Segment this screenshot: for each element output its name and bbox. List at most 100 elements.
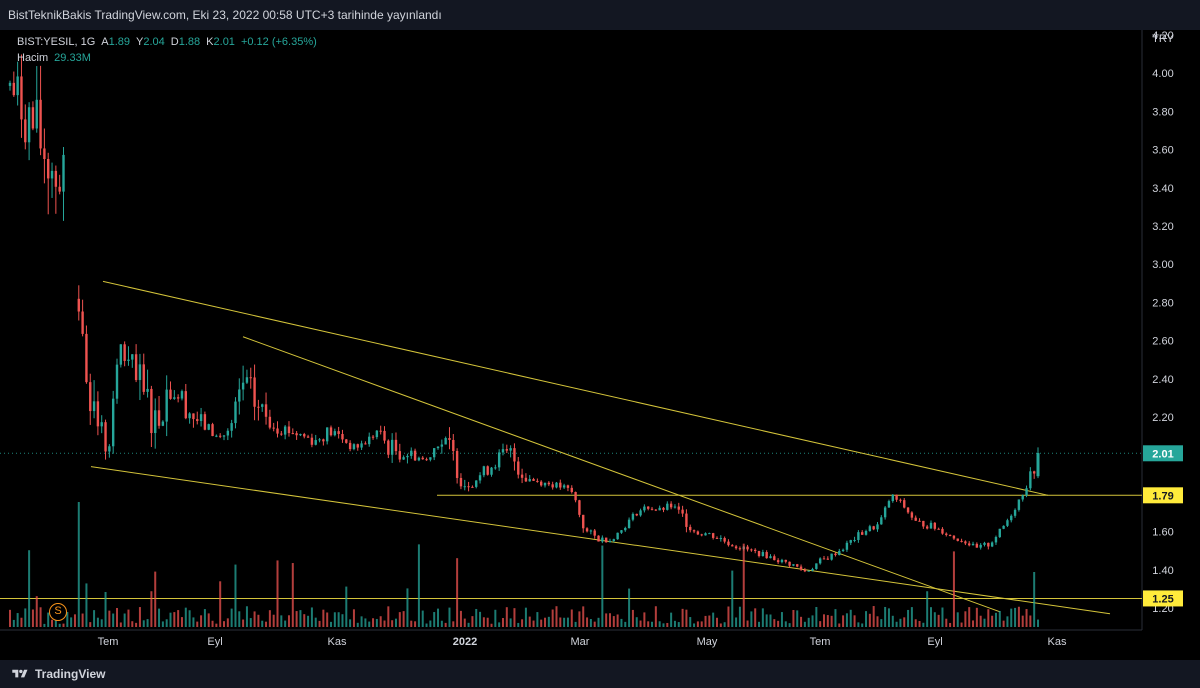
candle-body	[536, 480, 539, 482]
candle-body	[933, 522, 937, 529]
volume-bar	[505, 607, 508, 627]
candle-body	[910, 512, 914, 518]
volume-bar	[1010, 608, 1013, 627]
volume-bar	[100, 619, 103, 627]
candle-body	[150, 388, 153, 434]
tradingview-logo[interactable]: TradingView	[0, 667, 105, 681]
candle-body	[325, 427, 329, 442]
candle-body	[173, 397, 176, 399]
y-tick-label: 3.00	[1152, 259, 1173, 271]
candle-body	[494, 467, 497, 469]
last-price-label: 2.01	[1152, 448, 1173, 460]
volume-bar	[24, 608, 27, 627]
x-tick-label: May	[697, 636, 718, 648]
candle-body	[329, 427, 333, 436]
candle-body	[559, 482, 562, 488]
candle-body	[486, 466, 489, 475]
volume-bar	[597, 617, 600, 627]
candle-body	[811, 568, 814, 571]
candle-body	[547, 482, 551, 485]
volume-bar	[387, 606, 390, 627]
candle-body	[96, 401, 100, 427]
candle-body	[715, 537, 719, 539]
candle-body	[1006, 520, 1009, 526]
y-tick-label: 3.40	[1152, 183, 1173, 195]
volume-bar	[750, 611, 753, 627]
candle-body	[616, 532, 619, 540]
volume-bar	[421, 610, 424, 627]
high-value: 2.04	[143, 36, 165, 48]
chart-area[interactable]: TRY 4.20 4.00 3.80 3.60 3.40 3.20 3.00 2.80 2.60 2…	[0, 30, 1200, 660]
candle-body	[444, 438, 447, 445]
volume-bar	[112, 613, 115, 627]
volume-bar	[975, 607, 978, 627]
volume-bar	[207, 613, 210, 627]
candle-body	[692, 530, 696, 532]
candle-body	[310, 437, 314, 445]
candle-body	[85, 333, 88, 383]
volume-bar	[482, 617, 485, 627]
volume-bar	[150, 591, 153, 627]
volume-bar	[605, 613, 608, 627]
volume-bar	[345, 586, 348, 627]
candle-body	[738, 548, 742, 550]
volume-bar	[142, 620, 145, 627]
volume-bar	[116, 607, 119, 627]
candle-body	[815, 563, 818, 569]
volume-bar	[628, 588, 631, 627]
volume-bar	[73, 614, 76, 627]
volume-bar	[754, 608, 757, 627]
candle-body	[620, 530, 623, 533]
candle-body	[937, 528, 940, 530]
split-event-marker[interactable]: S	[49, 603, 67, 621]
candle-body	[272, 427, 275, 429]
candle-body	[394, 439, 398, 452]
volume-bar	[880, 619, 883, 627]
candle-body	[448, 438, 451, 440]
candle-body	[421, 457, 424, 460]
candle-body	[566, 485, 570, 488]
candle-body	[8, 82, 12, 86]
volume-bar	[265, 621, 268, 627]
volume-bar	[601, 545, 604, 627]
candle-body	[654, 509, 658, 511]
candle-body	[360, 443, 363, 448]
low-label: D	[170, 36, 179, 48]
volume-bar	[983, 618, 986, 627]
volume-bar	[945, 618, 948, 627]
volume-bar	[765, 614, 768, 627]
candle-body	[318, 439, 321, 441]
candle-body	[77, 298, 80, 312]
candle-body	[218, 435, 222, 437]
candle-body	[822, 558, 826, 560]
volume-bar	[356, 622, 359, 627]
volume-bar	[272, 614, 275, 627]
candle-body	[929, 522, 933, 529]
volume-bar	[952, 551, 955, 627]
candle-body	[417, 457, 421, 461]
volume-bar	[440, 620, 443, 627]
volume-bar	[318, 620, 321, 627]
candle-body	[192, 413, 195, 420]
candle-body	[983, 542, 986, 545]
volume-bar	[1017, 606, 1020, 627]
volume-bar	[876, 616, 879, 627]
candle-body	[352, 444, 356, 450]
candle-body	[754, 549, 757, 551]
candle-body	[115, 364, 119, 399]
candle-body	[543, 482, 547, 486]
candle-body	[12, 82, 16, 96]
candle-body	[876, 524, 879, 530]
candle-body	[1029, 471, 1032, 489]
candle-body	[1032, 471, 1036, 474]
volume-bar	[811, 615, 814, 627]
volume-bar	[887, 608, 890, 627]
candle-body	[429, 457, 432, 460]
volume-bar	[792, 610, 795, 627]
volume-bar	[769, 614, 772, 627]
candle-body	[555, 482, 558, 488]
candle-body	[402, 457, 405, 460]
candle-body	[138, 364, 142, 381]
candle-body	[475, 480, 478, 487]
